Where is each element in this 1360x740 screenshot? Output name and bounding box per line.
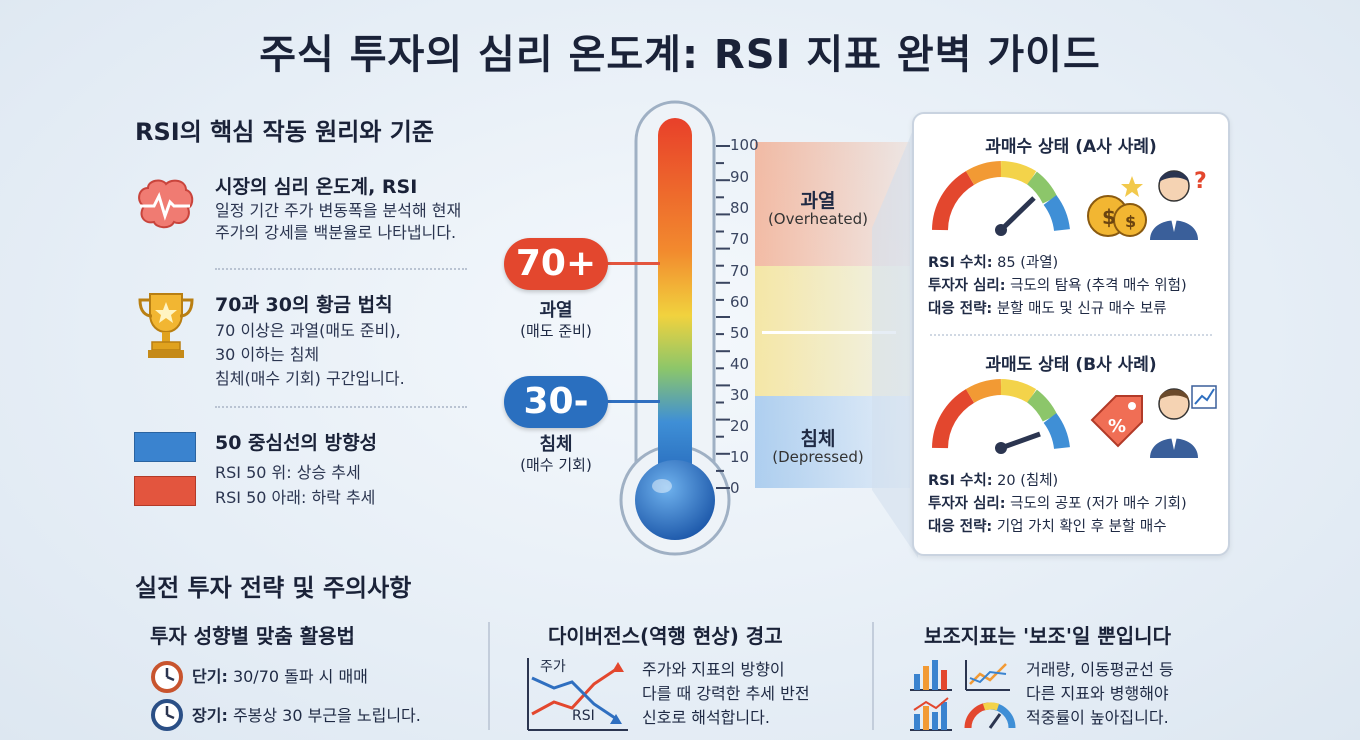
col3-line-2: 다른 지표와 병행해야 (1026, 684, 1169, 703)
badge-low-label: 침체 (539, 434, 573, 455)
badge-30-minus: 30- (504, 376, 608, 428)
item-desc-rsi-2: 주가의 강세를 백분율로 나타냅니다. (215, 223, 457, 242)
svg-text:%: % (1108, 416, 1126, 437)
item-desc-rsi-1: 일정 기간 주가 변동폭을 분석해 현재 (215, 201, 462, 220)
mini-gauge-icon (964, 702, 1016, 729)
clock-long-icon (151, 699, 183, 731)
card-a-plan: 대응 전략: 분할 매도 및 신규 매수 보류 (928, 301, 1167, 317)
badge-high-sub: (매도 준비) (520, 322, 592, 340)
gauge-high-icon (932, 161, 1070, 236)
card-a-rsi: RSI 수치: 85 (과열) (928, 255, 1059, 271)
col3-line-1: 거래량, 이동평균선 등 (1026, 660, 1174, 679)
page-title: 주식 투자의 심리 온도계: RSI 지표 완벽 가이드 (259, 32, 1101, 78)
connector-low (600, 400, 660, 403)
scale-label: 80 (730, 199, 750, 217)
col2-line-3: 신호로 해석합니다. (642, 708, 770, 727)
left-section-title: RSI의 핵심 작동 원리와 기준 (135, 118, 434, 146)
col3-line-3: 적중률이 높아집니다. (1026, 708, 1169, 727)
svg-text:$: $ (1125, 212, 1136, 231)
zone-label-overheated: 과열 (800, 190, 836, 212)
item-desc-golden-1: 70 이상은 과열(매도 준비), (215, 321, 401, 340)
col2-line-1: 주가와 지표의 방향이 (642, 660, 785, 679)
col1-short: 단기: 30/70 돌파 시 매매 (192, 667, 368, 686)
line-chart-icon (965, 660, 1010, 691)
item-desc-midline-1: RSI 50 위: 상승 추세 (215, 463, 361, 482)
column-divider (488, 622, 490, 730)
bottom-section-title: 실전 투자 전략 및 주의사항 (135, 574, 412, 602)
scale-label: 100 (730, 136, 759, 154)
column-divider (872, 622, 874, 730)
divergence-chart-icon (527, 658, 628, 731)
scale-label: 70 (730, 262, 750, 280)
col1-long: 장기: 주봉상 30 부근을 노립니다. (192, 706, 421, 725)
card-b-title: 과매도 상태 (B사 사례) (985, 355, 1157, 375)
blue-swatch-icon (134, 432, 196, 462)
divergence-rsi-label: RSI (572, 708, 595, 724)
trophy-icon (138, 293, 194, 358)
indicator-icons-group (910, 660, 1016, 731)
thermometer-graphic (619, 100, 731, 556)
zone-label-depressed: 침체 (800, 428, 836, 450)
clock-short-icon (151, 661, 183, 693)
card-divider (930, 334, 1212, 336)
badge-high-label: 과열 (539, 300, 573, 321)
badge-70-plus: 70+ (504, 238, 608, 290)
col3-title: 보조지표는 '보조'일 뿐입니다 (924, 624, 1171, 648)
item-title-golden-rule: 70과 30의 황금 법칙 (215, 294, 393, 316)
money-bags-worried-investor-icon: $ $ ? (1087, 169, 1207, 240)
item-title-rsi: 시장의 심리 온도계, RSI (215, 176, 418, 198)
card-b-rsi: RSI 수치: 20 (침체) (928, 473, 1059, 489)
midline-50 (762, 331, 896, 334)
svg-text:?: ? (1194, 169, 1207, 194)
divergence-price-label: 주가 (540, 659, 566, 675)
card-a-title: 과매수 상태 (A사 사례) (985, 137, 1157, 157)
red-swatch-icon (134, 476, 196, 506)
card-b-mind: 투자자 심리: 극도의 공포 (저가 매수 기회) (928, 496, 1187, 512)
item-title-midline: 50 중심선의 방향성 (215, 432, 378, 454)
scale-label: 10 (730, 448, 750, 466)
brain-pulse-icon (138, 179, 194, 229)
connector-high (600, 262, 660, 265)
zone-label-overheated-en: (Overheated) (767, 210, 869, 228)
scale-label: 20 (730, 417, 750, 435)
discount-tag-confident-investor-icon: % (1090, 385, 1217, 458)
scale-label: 90 (730, 168, 750, 186)
item-desc-golden-3: 침체(매수 기회) 구간입니다. (215, 369, 405, 388)
scale-label: 40 (730, 355, 750, 373)
svg-text:$: $ (1102, 205, 1116, 229)
card-a-mind: 투자자 심리: 극도의 탐욕 (추격 매수 위험) (928, 278, 1187, 294)
divider (215, 268, 467, 270)
badge-low-sub: (매수 기회) (520, 456, 592, 474)
col2-line-2: 다를 때 강력한 추세 반전 (642, 684, 810, 703)
card-b-plan: 대응 전략: 기업 가치 확인 후 분할 매수 (928, 519, 1167, 535)
scale-label: 50 (730, 324, 750, 342)
col2-title: 다이버전스(역행 현상) 경고 (548, 624, 783, 648)
card-connector-fan (872, 118, 918, 558)
zone-label-depressed-en: (Depressed) (772, 448, 864, 466)
scale-label: 60 (730, 293, 750, 311)
scale-label: 0 (730, 479, 740, 497)
scale-label: 70 (730, 230, 750, 248)
volume-bars-icon (910, 697, 952, 731)
item-desc-golden-2: 30 이하는 침체 (215, 345, 320, 364)
col1-title: 투자 성향별 맞춤 활용법 (150, 624, 355, 648)
bar-chart-icon (910, 660, 952, 691)
gauge-low-icon (932, 379, 1070, 454)
item-desc-midline-2: RSI 50 아래: 하락 추세 (215, 488, 376, 507)
divider (215, 406, 467, 408)
scale-label: 30 (730, 386, 750, 404)
